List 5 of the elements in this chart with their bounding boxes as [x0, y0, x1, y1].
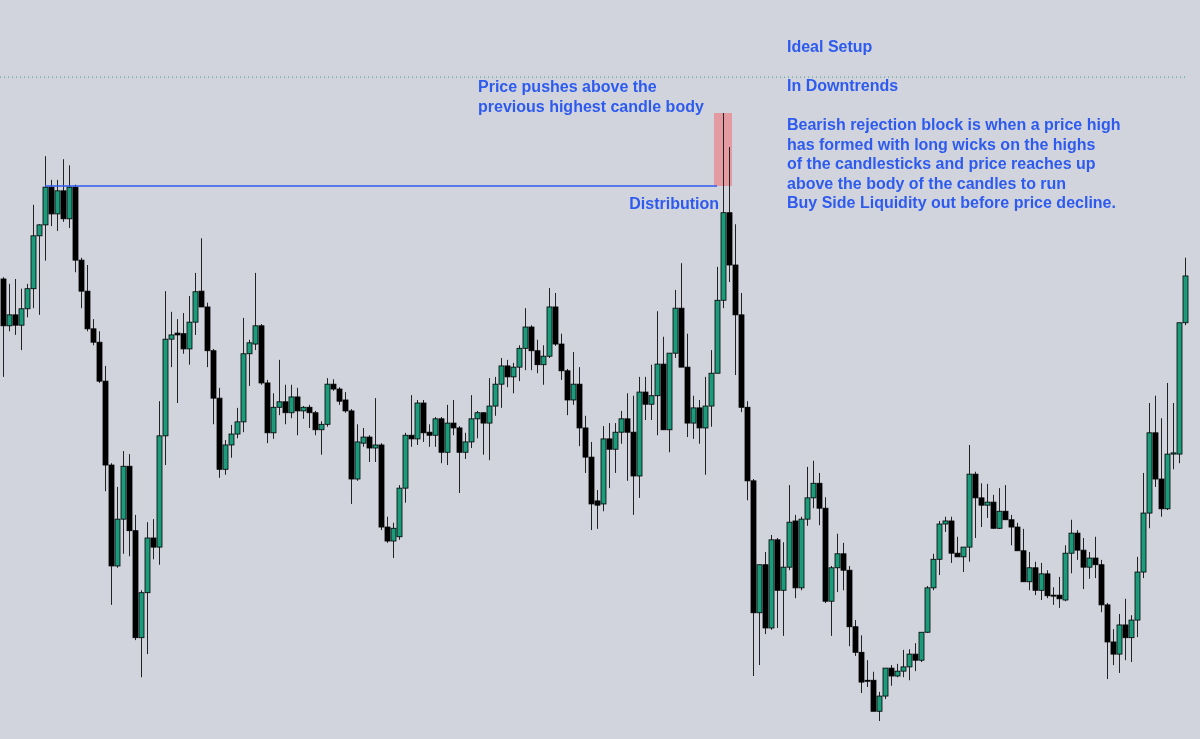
- text: Ideal Setup: [787, 37, 873, 57]
- text: In Downtrends: [787, 76, 899, 96]
- ref-line-label: Distribution: [629, 194, 719, 212]
- annotation: Price pushes above the previous highest candle body: [478, 77, 704, 116]
- annotation: Bearish rejection block is when a price high has formed with long wicks on the highs of the candlesticks and price reaches up above the body of the candles to run Buy Side Liquidity out before price decline.: [787, 115, 1121, 213]
